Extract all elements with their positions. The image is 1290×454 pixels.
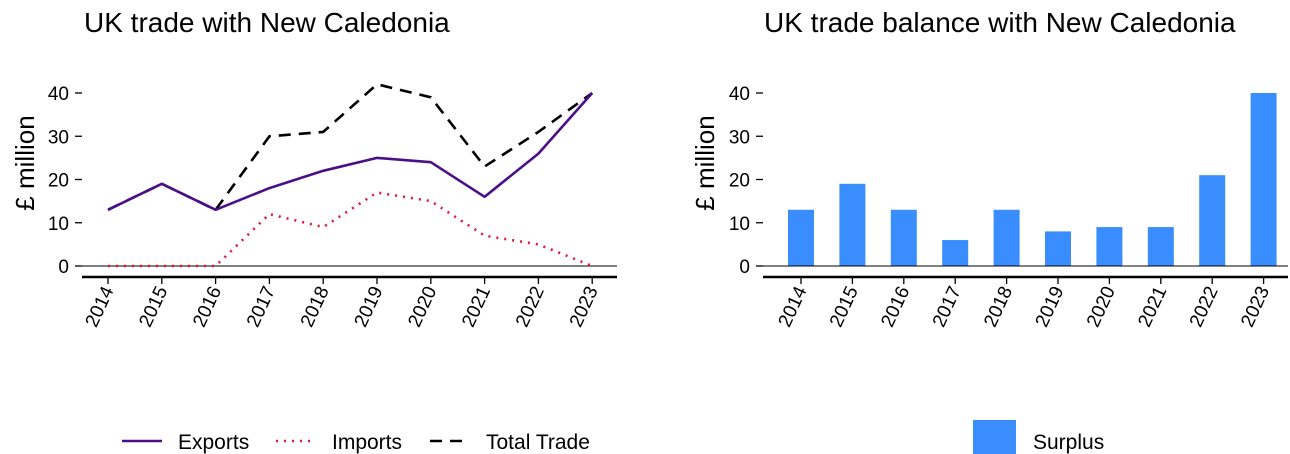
series-line-exports	[107, 92, 594, 212]
legend-label: Surplus	[1033, 431, 1104, 454]
line-chart-y-axis-label: £ million	[10, 115, 40, 210]
x-tick-label: 2022	[512, 283, 549, 330]
bar-chart-y-axis-label: £ million	[690, 115, 720, 210]
legend-key	[973, 420, 1016, 454]
series-line-imports	[108, 191, 593, 268]
x-tick-label: 2016	[877, 283, 914, 330]
y-tick-label: 20	[48, 171, 69, 192]
x-tick-label: 2021	[1134, 283, 1171, 330]
x-tick-label: 2015	[135, 283, 172, 330]
bar-chart-x-axis: 2014 2015 2016 2017 2018 2019 2020 2021 2022 2023	[763, 265, 1288, 331]
bar-surplus	[1199, 175, 1226, 266]
x-tick-label: 2017	[243, 283, 280, 330]
y-tick-label: 20	[729, 171, 750, 192]
y-tick-label: 30	[729, 127, 750, 148]
bar-surplus	[788, 209, 814, 266]
x-tick-label: 2019	[351, 283, 388, 330]
y-tick-label: 10	[729, 214, 750, 235]
y-tick-label: 30	[48, 127, 69, 148]
series-line-total-trade	[107, 83, 593, 212]
x-tick-label: 2020	[1083, 283, 1120, 330]
x-tick-label: 2018	[980, 283, 1017, 330]
y-tick-label: 40	[48, 84, 69, 105]
line-chart-title: UK trade with New Caledonia	[84, 7, 450, 38]
legend-label: Exports	[178, 431, 249, 454]
line-chart-legend: Exports Imports Total Trade	[122, 431, 590, 454]
y-tick-label: 0	[739, 257, 750, 278]
bar-surplus	[993, 209, 1020, 266]
line-chart-series	[107, 83, 594, 268]
x-tick-label: 2018	[297, 283, 334, 330]
line-chart-x-axis: 2014 2015 2016 2017 2018 2019 2020 2021 2022 2023	[82, 275, 617, 331]
x-tick-label: 2022	[1186, 283, 1223, 330]
bar-chart-bars	[788, 93, 1277, 266]
bar-chart-y-axis: 0 10 20 30 40	[729, 84, 763, 278]
x-tick-label: 2014	[82, 283, 119, 331]
bar-surplus	[1147, 227, 1174, 266]
bar-surplus	[890, 209, 917, 266]
x-tick-label: 2014	[775, 283, 812, 331]
x-tick-label: 2020	[404, 283, 441, 330]
x-tick-label: 2017	[929, 283, 966, 330]
bar-chart-title: UK trade balance with New Caledonia	[764, 7, 1236, 38]
legend-label: Total Trade	[486, 431, 590, 454]
legend-label: Imports	[332, 431, 402, 454]
trade-line-chart: UK trade with New Caledonia £ million 0 1…	[10, 7, 617, 454]
line-chart-y-axis: 0 10 20 30 40	[48, 84, 617, 278]
x-tick-label: 2021	[458, 283, 495, 330]
balance-bar-chart: UK trade balance with New Caledonia £ mi…	[690, 7, 1288, 454]
x-tick-label: 2023	[566, 283, 603, 330]
bar-surplus	[1250, 93, 1277, 266]
bar-chart-legend: Surplus	[973, 420, 1104, 454]
x-tick-label: 2016	[189, 283, 226, 330]
bar-surplus	[839, 183, 866, 266]
y-tick-label: 40	[729, 84, 750, 105]
y-tick-label: 0	[58, 257, 69, 278]
bar-surplus	[942, 240, 969, 266]
x-tick-label: 2023	[1237, 283, 1274, 330]
x-tick-label: 2019	[1032, 283, 1069, 330]
bar-surplus	[1096, 227, 1123, 266]
y-tick-label: 10	[48, 214, 69, 235]
bar-surplus	[1045, 231, 1071, 266]
x-tick-label: 2015	[826, 283, 863, 330]
